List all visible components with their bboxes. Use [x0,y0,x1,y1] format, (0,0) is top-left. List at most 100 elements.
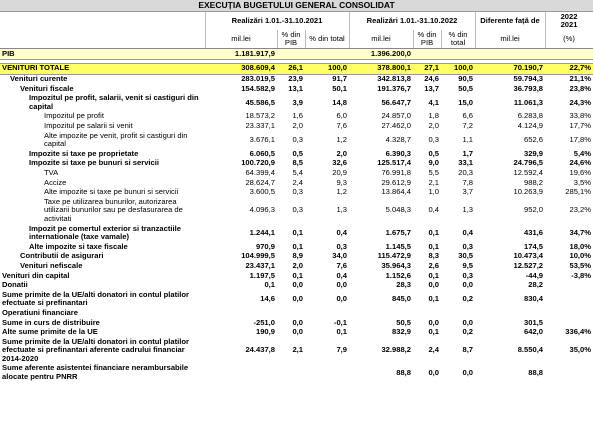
table-row: VENITURI TOTALE 308.609,4 26,1 100,0 378.800… [0,62,593,75]
cell-value: 1.181.917,9 [205,48,277,60]
cell-value: 5.048,3 [385,205,412,215]
cell-value: 4.096,3 [249,205,275,215]
cell-value: 23,9 [288,74,303,84]
cell-value: 28,3 [396,280,412,290]
cell-value: 24.857,0 [381,111,412,121]
table-row: Venituri fiscale 154.582,9 13,1 50,1 191.376… [0,84,593,94]
cell-value: 3,9 [292,97,303,107]
table-row: Venituri curente 283.019,5 23,9 91,7 342.813… [0,74,593,84]
cell-value [545,318,593,328]
cell-value: 6.060,5 [249,149,275,158]
table-row: Sume primite de la UE/alti donatori in c… [0,337,593,364]
cell-value: 0,3 [292,134,303,144]
row-label: Accize [44,178,67,187]
cell-value: 378.800,1 [349,62,414,75]
cell-value: 0,2 [462,327,474,337]
row-label: Impozite si taxe pe proprietate [29,149,139,158]
cell-value: 9,5 [462,261,474,270]
cell-value: 8,9 [292,251,303,261]
cell-value: 24.437,8 [245,345,275,355]
cell-value: 28.624,7 [245,178,275,187]
cell-value: 1,3 [462,205,474,215]
cell-value: 0,5 [292,149,303,158]
table-row: Impozitul pe salarii si venit 23.337,1 2,0… [0,122,593,132]
column-group: Realizări 1.01.-31.10.2022 [349,12,476,31]
table-row: Venituri din capital 1.197,5 0,1 0,4 1.152,6… [0,271,593,281]
cell-value: 2,4 [292,178,303,187]
table-row: Alte impozite si taxe fiscale 970,9 0,1 0,3… [0,242,593,252]
table-row: Contributii de asigurari 104.999,5 8,9 34,0… [0,252,593,262]
cell-value: 23,2% [569,205,592,215]
cell-value: 336,4% [565,327,592,337]
cell-value: 21,1% [569,74,592,84]
row-label: Alte impozite si taxe pe bunuri si servi… [44,187,179,197]
cell-value: 3.600,5 [249,187,275,197]
cell-value: 70.190,7 [475,62,546,75]
cell-value: 29.612,9 [381,178,412,187]
cell-value: 34,0 [332,251,348,261]
cell-value: 35.964,3 [381,261,412,270]
column-group: 2022 2021 [545,12,593,31]
table-row: Impozite si taxe pe bunuri si servicii 10… [0,159,593,169]
cell-value: 12.527,2 [513,261,544,270]
cell-value [475,48,546,60]
cell-value: 45.586,5 [245,97,275,107]
cell-value: 30,5 [458,251,474,261]
table-row: Sume aferente asistentei financiare nera… [0,364,593,382]
column-group: Realizări 1.01.-31.10.2021 [205,12,350,31]
table-row: Accize 28.624,7 2,4 9,3 29.612,9 2,1 7,8 988,2 3… [0,178,593,188]
cell-value: 0,1 [336,327,348,337]
row-label: Impozite si taxe pe bunuri si servicii [29,158,159,168]
cell-value: 50,5 [458,84,474,93]
cell-value: 0,0 [428,367,440,377]
table-row: Impozite si taxe pe proprietate 6.060,5 0,… [0,149,593,159]
table-row: Sume in curs de distribuire -251,0 0,0 -0,1… [0,318,593,328]
cell-value: 1,8 [428,111,440,121]
cell-value: 174,5 [524,242,544,251]
column-group: Diferente față de [475,12,546,31]
cell-value: 8.550,4 [517,345,544,355]
cell-value: 0,1 [264,280,275,290]
cell-value: 50,5 [396,318,412,327]
cell-value: 0,3 [292,205,303,215]
cell-value: 10.263,9 [513,187,544,197]
cell-value: 0,4 [336,227,348,237]
row-label: Taxe pe utilizarea bunurilor, autorizare… [44,197,183,223]
cell-value: 7,6 [336,261,348,270]
cell-value: 88,8 [528,367,544,377]
cell-value: 0,0 [292,318,303,327]
cell-value: 308.609,4 [205,62,277,75]
cell-value: -44,9 [525,271,544,280]
table-row: TVA 64.399,4 5,4 20,9 76.991,8 5,5 20,3 12.592,… [0,169,593,179]
cell-value [545,48,593,60]
cell-value: 1.197,5 [249,271,275,280]
row-label: Impozitul pe profit [44,111,104,121]
cell-value: 1.244,1 [249,227,275,237]
cell-value [545,281,593,291]
cell-value: 0,1 [428,271,440,280]
cell-value: 191.376,7 [377,84,412,93]
cell-value: 19,6% [569,168,592,177]
cell-value: 17,7% [569,121,592,131]
ratio-label: 2021 [560,20,578,30]
table-row: Impozit pe comertul exterior si tranzact… [0,224,593,242]
cell-value: 0,1 [428,242,440,251]
cell-value: 14,6 [260,294,275,304]
cell-value: 125.517,4 [377,158,412,168]
cell-value: 283.019,5 [241,74,275,84]
units-row: mil.lei% din PIB% din total mil.lei% din … [0,30,593,50]
row-label: Sume aferente asistentei financiare nera… [2,363,189,382]
cell-value: 7,6 [336,121,348,131]
cell-value: 832,9 [392,327,412,337]
cell-value: 0,1 [292,242,303,251]
cell-value: 1,7 [462,149,474,158]
cell-value [277,48,305,60]
cell-value: 1,6 [292,111,303,121]
row-label: Alte impozite pe venit, profit si castig… [44,131,188,149]
cell-value: 431,6 [524,227,544,237]
cell-value: 1,0 [428,187,440,197]
cell-value [413,308,441,318]
row-label: Operatiuni financiare [2,308,78,317]
cell-value: 0,4 [428,205,440,215]
cell-value: 4.124,9 [517,121,544,131]
